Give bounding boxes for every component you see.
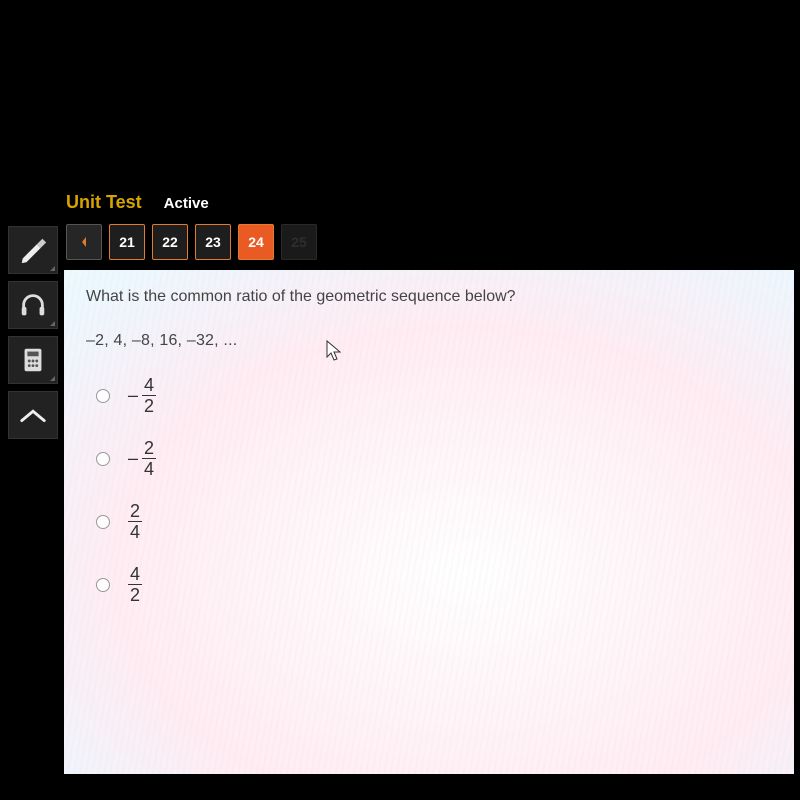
question-panel: What is the common ratio of the geometri… — [64, 270, 794, 774]
fraction-denominator: 4 — [128, 521, 142, 541]
option-fraction: 24 — [128, 502, 142, 541]
app-viewport: Unit Test Active 2122232425 — [0, 0, 800, 800]
answer-option-3[interactable]: 24 — [96, 502, 772, 541]
fraction-denominator: 2 — [128, 584, 142, 604]
test-header: Unit Test Active — [66, 192, 786, 222]
calculator-tool[interactable] — [8, 336, 58, 384]
highlighter-icon — [18, 235, 48, 265]
radio-button[interactable] — [96, 452, 110, 466]
question-prompt: What is the common ratio of the geometri… — [86, 288, 772, 306]
option-fraction: –42 — [128, 376, 156, 415]
collapse-up-icon — [18, 400, 48, 430]
question-nav-23[interactable]: 23 — [195, 224, 231, 260]
test-mode: Active — [164, 195, 209, 212]
answer-option-2[interactable]: –24 — [96, 439, 772, 478]
radio-button[interactable] — [96, 515, 110, 529]
test-title: Unit Test — [66, 192, 142, 213]
question-nav-21[interactable]: 21 — [109, 224, 145, 260]
answer-option-4[interactable]: 42 — [96, 565, 772, 604]
highlighter-tool[interactable] — [8, 226, 58, 274]
negative-sign: – — [128, 385, 138, 406]
chevron-left-icon — [80, 236, 88, 248]
audio-tool[interactable] — [8, 281, 58, 329]
fraction-numerator: 2 — [128, 502, 142, 521]
headphones-icon — [18, 290, 48, 320]
option-fraction: –24 — [128, 439, 156, 478]
fraction-numerator: 4 — [142, 376, 156, 395]
tool-sidebar — [8, 226, 58, 439]
calculator-icon — [18, 345, 48, 375]
question-nav-25: 25 — [281, 224, 317, 260]
fraction-numerator: 4 — [128, 565, 142, 584]
negative-sign: – — [128, 448, 138, 469]
fraction-denominator: 2 — [142, 395, 156, 415]
fraction-numerator: 2 — [142, 439, 156, 458]
answer-option-1[interactable]: –42 — [96, 376, 772, 415]
option-fraction: 42 — [128, 565, 142, 604]
answer-options: –42–242442 — [96, 376, 772, 604]
question-nav: 2122232425 — [66, 224, 317, 260]
question-sequence: –2, 4, –8, 16, –32, ... — [86, 332, 772, 350]
radio-button[interactable] — [96, 389, 110, 403]
question-nav-22[interactable]: 22 — [152, 224, 188, 260]
nav-back-button[interactable] — [66, 224, 102, 260]
collapse-tool[interactable] — [8, 391, 58, 439]
radio-button[interactable] — [96, 578, 110, 592]
question-content: What is the common ratio of the geometri… — [64, 270, 794, 622]
fraction-denominator: 4 — [142, 458, 156, 478]
question-nav-24[interactable]: 24 — [238, 224, 274, 260]
